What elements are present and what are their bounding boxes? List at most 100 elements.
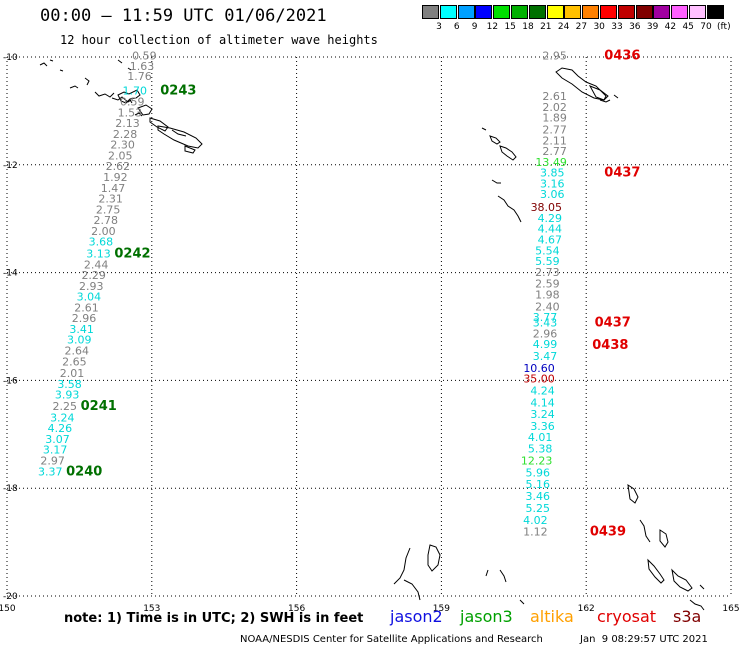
wave-height-label: 5.16 <box>526 478 551 491</box>
wave-height-label: 0.59 <box>132 50 157 63</box>
wave-height-label: 2.13 <box>115 117 140 130</box>
time-label: 0438 <box>592 338 628 353</box>
wave-height-label: 4.24 <box>530 384 555 397</box>
wave-height-label: 1.53 <box>118 106 143 119</box>
wave-height-label: 3.16 <box>540 177 565 190</box>
wave-height-label: 3.07 <box>45 433 70 446</box>
legend-label: 42 <box>664 22 677 32</box>
satellite-name: s3a <box>673 607 702 626</box>
wave-height-label: 2.30 <box>110 139 135 152</box>
timestamp-text: Jan 9 08:29:57 UTC 2021 <box>580 634 708 645</box>
wave-height-label: 3.68 <box>89 236 114 249</box>
wave-height-label: 35.00 <box>523 373 555 386</box>
legend-label: 33 <box>611 22 623 32</box>
coastline <box>485 569 525 605</box>
wave-height-label: 3.93 <box>55 389 80 402</box>
legend-swatch <box>689 5 706 19</box>
satellite-name: altika <box>530 607 574 626</box>
wave-height-label: 2.96 <box>533 327 558 340</box>
x-tick-label: 150 <box>0 604 16 614</box>
wave-height-label: 12.23 <box>521 454 553 467</box>
wave-height-label: 3.24 <box>530 408 555 421</box>
coastline <box>689 584 705 611</box>
y-tick-label: -18 <box>3 484 18 494</box>
time-label: 0242 <box>114 247 150 262</box>
wave-height-label: 5.54 <box>535 244 560 257</box>
note-text: note: 1) Time is in UTC; 2) SWH is in fe… <box>64 611 364 626</box>
wave-height-label: 4.01 <box>528 431 553 444</box>
coastline <box>499 145 517 161</box>
wave-height-label: 4.02 <box>523 514 548 527</box>
coastline <box>588 85 609 101</box>
wave-height-label: 2.01 <box>60 367 85 380</box>
coastline <box>627 483 639 504</box>
wave-height-label: 1.92 <box>103 171 128 184</box>
legend-swatch <box>564 5 582 19</box>
wave-height-label: 1.12 <box>523 526 548 539</box>
legend-label: 15 <box>504 22 516 32</box>
grid-lines <box>6 56 732 597</box>
axis-labels: 150 153 156 159 162 165 -10 -12 -14 -16 -18 -20 <box>0 53 740 614</box>
satellite-name: cryosat <box>597 607 657 626</box>
wave-height-label: 3.13 <box>86 248 111 261</box>
coastline <box>639 519 669 548</box>
wave-height-label: 0.59 <box>120 96 145 109</box>
coastline <box>647 558 665 584</box>
legend-label: 45 <box>682 22 694 32</box>
wave-height-label: 10.60 <box>523 362 555 375</box>
wave-height-label: 2.11 <box>542 134 567 147</box>
wave-height-label: 2.73 <box>535 266 560 279</box>
legend-label: 21 <box>540 22 552 32</box>
wave-height-label: 2.61 <box>542 90 567 103</box>
time-label: 0439 <box>590 525 626 540</box>
legend-swatch <box>511 5 528 19</box>
y-tick-label: -20 <box>3 592 18 602</box>
time-label: 0437 <box>595 316 631 331</box>
y-tick-label: -14 <box>3 269 18 279</box>
wave-height-label: 4.14 <box>530 396 555 409</box>
legend-swatch <box>439 5 457 19</box>
wave-height-label: 2.40 <box>535 300 560 313</box>
page-subtitle: 12 hour collection of altimeter wave hei… <box>60 33 378 47</box>
page-title: 00:00 — 11:59 UTC 01/06/2021 <box>40 6 327 26</box>
legend-swatch <box>600 5 617 19</box>
wave-height-label: 3.58 <box>57 378 82 391</box>
wave-height-label: 4.67 <box>538 233 563 246</box>
wave-height-label: 2.31 <box>98 193 123 206</box>
legend-swatch <box>635 5 653 19</box>
legend-swatch <box>422 5 439 19</box>
coastline <box>481 127 501 145</box>
legend-label: 18 <box>522 22 534 32</box>
wave-height-label: 2.61 <box>74 301 99 314</box>
wave-height-label: 5.59 <box>535 255 560 268</box>
wave-height-label: 5.96 <box>526 466 551 479</box>
wave-height-label: 13.49 <box>535 156 567 169</box>
wave-height-label: 2.96 <box>72 312 97 325</box>
wave-height-label: 3.43 <box>533 317 558 330</box>
legend-swatch <box>671 5 689 19</box>
wave-height-label: 2.29 <box>81 269 106 282</box>
wave-height-label: 3.47 <box>533 350 558 363</box>
wave-height-label: 1.76 <box>127 70 152 83</box>
legend-label: 27 <box>575 22 588 32</box>
wave-height-label: 2.59 <box>535 278 560 291</box>
wave-height-label: 2.05 <box>108 149 133 162</box>
wave-height-label: 3.17 <box>43 444 68 457</box>
coastline <box>149 117 169 132</box>
wave-height-label: 2.00 <box>91 225 116 238</box>
legend-label: 30 <box>593 22 605 32</box>
wave-height-label: 38.05 <box>531 201 563 214</box>
legend-swatch <box>706 5 724 19</box>
wave-height-label: 2.78 <box>94 214 119 227</box>
wave-height-label: 3.06 <box>540 188 565 201</box>
wave-height-label: 2.95 <box>542 50 567 63</box>
legend-label: 12 <box>486 22 499 32</box>
time-label: 0240 <box>66 464 102 479</box>
wave-height-label: 2.77 <box>542 124 567 137</box>
wave-height-label: 2.75 <box>96 203 121 216</box>
coastline <box>393 547 421 601</box>
satellite-name: jason3 <box>460 607 513 626</box>
time-label: 0436 <box>604 49 640 64</box>
coastline <box>671 568 693 592</box>
wave-height-label: 1.47 <box>101 182 126 195</box>
